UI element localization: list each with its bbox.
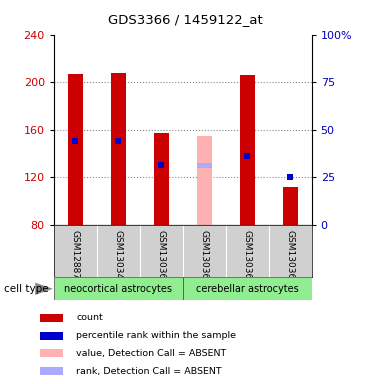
Bar <box>154 133 169 225</box>
Bar <box>40 367 63 375</box>
Text: count: count <box>76 313 103 323</box>
Bar <box>240 75 255 225</box>
Text: GSM130361: GSM130361 <box>157 230 166 285</box>
Text: neocortical astrocytes: neocortical astrocytes <box>64 284 172 294</box>
Text: value, Detection Call = ABSENT: value, Detection Call = ABSENT <box>76 349 227 358</box>
Text: percentile rank within the sample: percentile rank within the sample <box>76 331 236 340</box>
Text: GSM130362: GSM130362 <box>200 230 209 285</box>
FancyBboxPatch shape <box>183 277 312 300</box>
Bar <box>68 74 83 225</box>
Text: GSM128874: GSM128874 <box>71 230 80 285</box>
Text: cerebellar astrocytes: cerebellar astrocytes <box>196 284 299 294</box>
Text: GSM130364: GSM130364 <box>286 230 295 285</box>
Polygon shape <box>35 283 53 295</box>
Bar <box>40 349 63 358</box>
Bar <box>40 332 63 340</box>
Text: GSM130340: GSM130340 <box>114 230 123 285</box>
Text: rank, Detection Call = ABSENT: rank, Detection Call = ABSENT <box>76 367 222 376</box>
Text: GDS3366 / 1459122_at: GDS3366 / 1459122_at <box>108 13 263 26</box>
Bar <box>197 163 212 168</box>
Bar <box>283 187 298 225</box>
Text: GSM130363: GSM130363 <box>243 230 252 285</box>
FancyBboxPatch shape <box>54 277 183 300</box>
Bar <box>197 136 212 225</box>
Text: cell type: cell type <box>4 284 48 294</box>
Bar <box>111 73 126 225</box>
Bar <box>40 314 63 322</box>
